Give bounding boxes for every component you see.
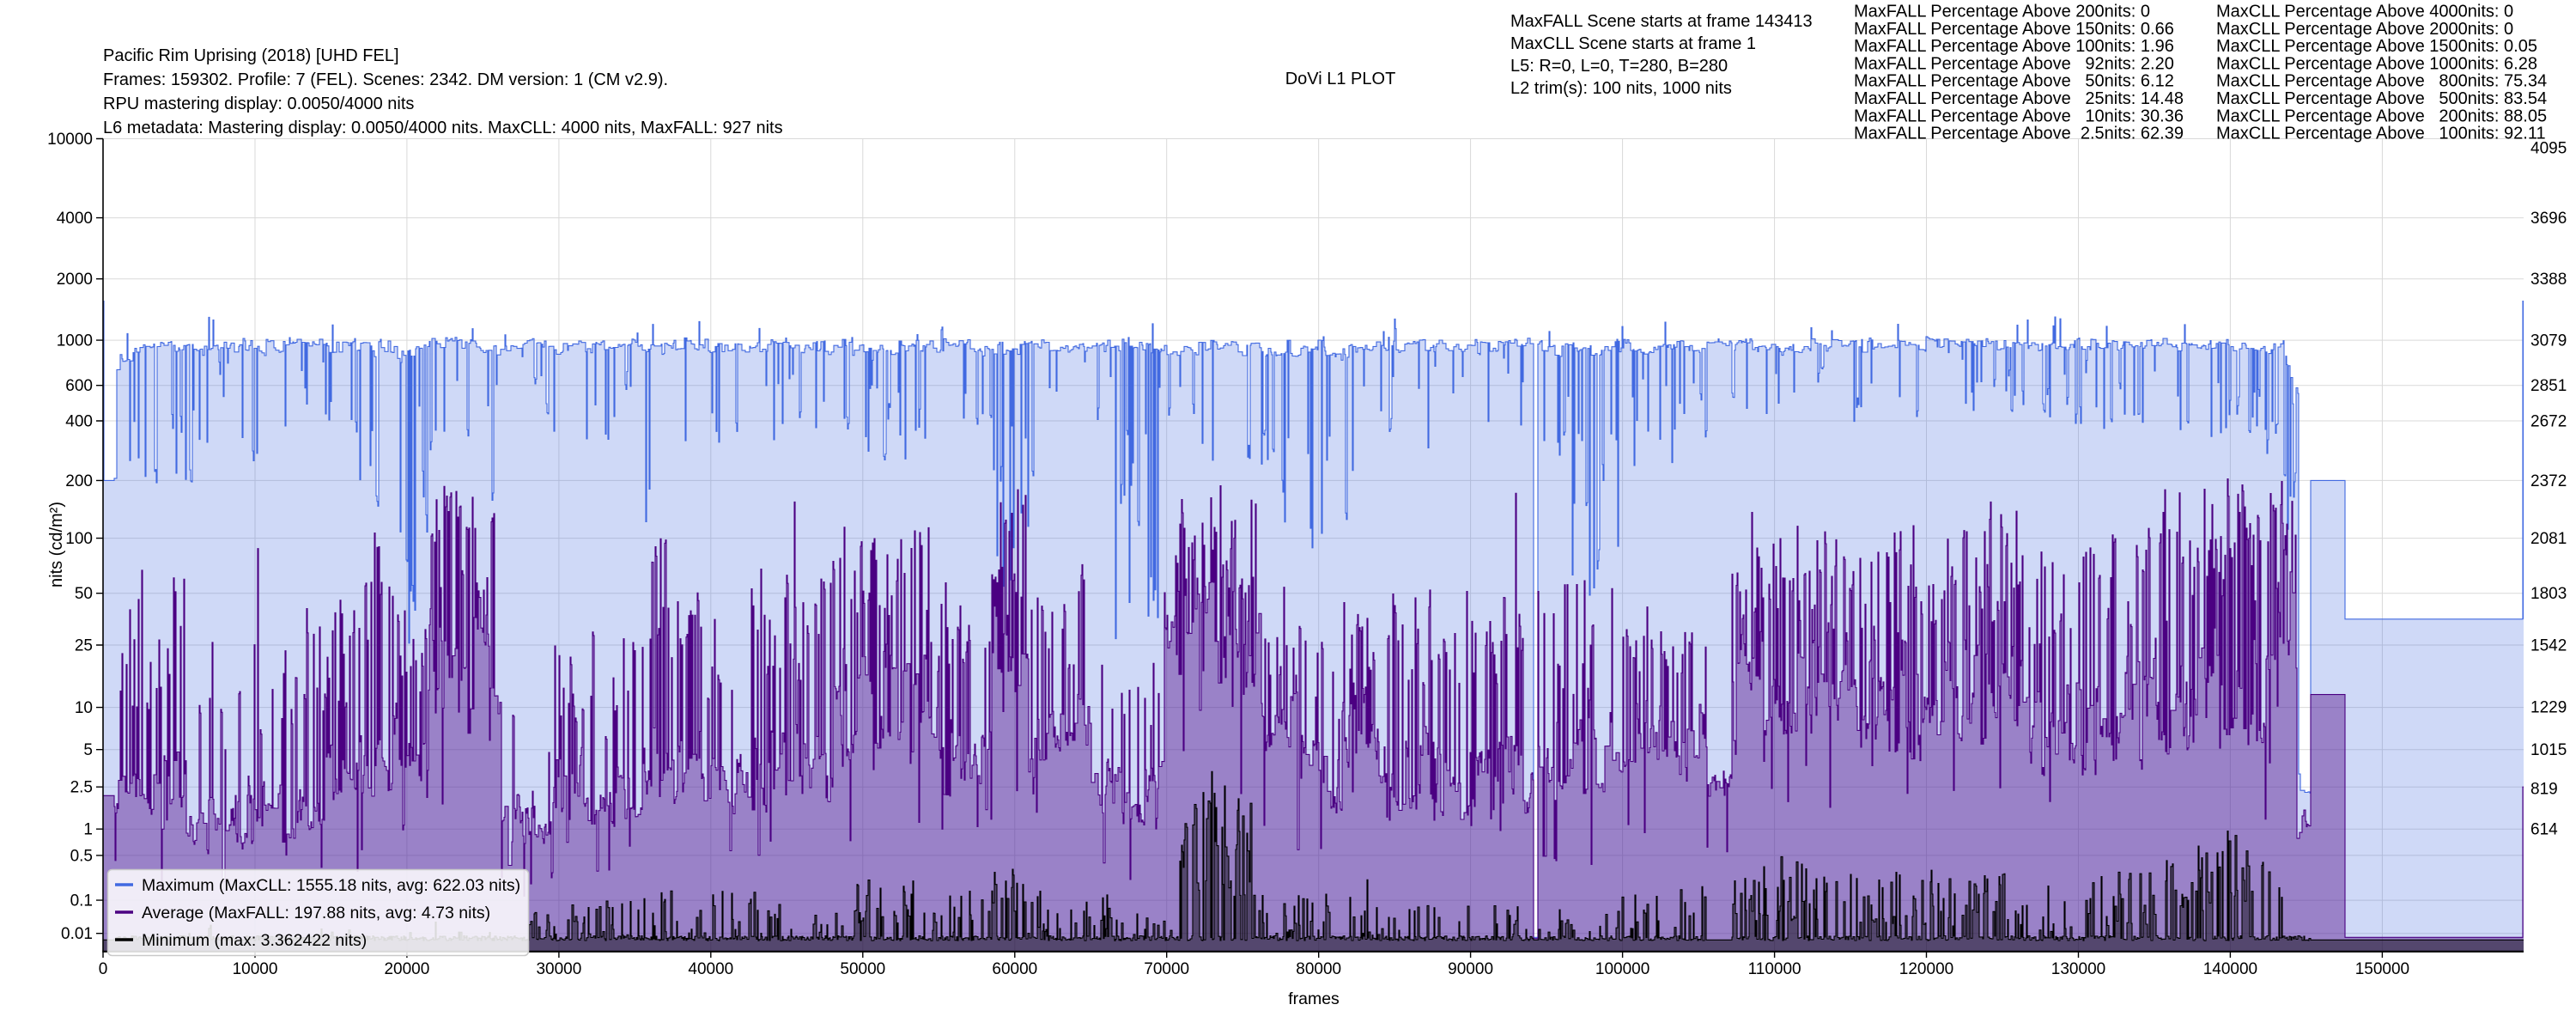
svg-text:Average (MaxFALL: 197.88 nits,: Average (MaxFALL: 197.88 nits, avg: 4.73… <box>142 904 490 922</box>
svg-text:2081: 2081 <box>2530 530 2567 548</box>
svg-text:MaxCLL Percentage Above 1500ni: MaxCLL Percentage Above 1500nits: 0.05 <box>2216 37 2537 56</box>
svg-text:140000: 140000 <box>2203 960 2257 978</box>
svg-text:1803: 1803 <box>2530 585 2567 603</box>
svg-text:10000: 10000 <box>233 960 278 978</box>
svg-text:10: 10 <box>75 699 93 717</box>
svg-text:4000: 4000 <box>57 210 93 228</box>
svg-text:MaxFALL Percentage Above 10n: MaxFALL Percentage Above 10nits: 30.36 <box>1854 107 2184 125</box>
svg-text:0.01: 0.01 <box>61 925 93 943</box>
svg-text:MaxFALL Percentage Above 50n: MaxFALL Percentage Above 50nits: 6.12 <box>1854 72 2174 91</box>
svg-text:0.1: 0.1 <box>70 892 93 910</box>
svg-text:200: 200 <box>65 472 93 490</box>
svg-text:614: 614 <box>2530 821 2558 839</box>
svg-text:30000: 30000 <box>536 960 581 978</box>
svg-text:90000: 90000 <box>1448 960 1493 978</box>
svg-text:Pacific Rim Uprising (2018) [U: Pacific Rim Uprising (2018) [UHD FEL] <box>103 46 399 65</box>
svg-text:100: 100 <box>65 530 93 548</box>
svg-text:819: 819 <box>2530 780 2558 798</box>
svg-text:50: 50 <box>75 585 93 603</box>
svg-text:1000: 1000 <box>57 332 93 350</box>
svg-text:3696: 3696 <box>2530 210 2567 228</box>
svg-text:MaxFALL Percentage Above 92n: MaxFALL Percentage Above 92nits: 2.20 <box>1854 54 2174 73</box>
svg-text:nits (cd/m²): nits (cd/m²) <box>47 502 66 588</box>
svg-text:3079: 3079 <box>2530 332 2567 350</box>
svg-text:MaxCLL Percentage Above 200n: MaxCLL Percentage Above 200nits: 88.05 <box>2216 107 2547 125</box>
svg-text:2.5: 2.5 <box>70 779 93 797</box>
svg-text:120000: 120000 <box>1899 960 1953 978</box>
svg-text:MaxCLL Percentage Above 100n: MaxCLL Percentage Above 100nits: 92.11 <box>2216 125 2546 143</box>
svg-text:MaxFALL Percentage Above 200ni: MaxFALL Percentage Above 200nits: 0 <box>1854 3 2150 21</box>
svg-text:150000: 150000 <box>2355 960 2409 978</box>
svg-text:Maximum (MaxCLL: 1555.18 nits,: Maximum (MaxCLL: 1555.18 nits, avg: 622.… <box>142 876 520 895</box>
svg-text:50000: 50000 <box>840 960 885 978</box>
svg-text:60000: 60000 <box>992 960 1037 978</box>
svg-text:MaxCLL Percentage Above 2000ni: MaxCLL Percentage Above 2000nits: 0 <box>2216 20 2513 39</box>
svg-text:MaxFALL Percentage Above 25n: MaxFALL Percentage Above 25nits: 14.48 <box>1854 89 2184 108</box>
svg-text:MaxCLL Scene starts at frame 1: MaxCLL Scene starts at frame 1 <box>1510 34 1756 53</box>
svg-text:2000: 2000 <box>57 271 93 289</box>
svg-text:L6 metadata: Mastering display: L6 metadata: Mastering display: 0.0050/4… <box>103 119 783 137</box>
svg-text:400: 400 <box>65 413 93 431</box>
svg-text:MaxCLL Percentage Above 800n: MaxCLL Percentage Above 800nits: 75.34 <box>2216 72 2547 91</box>
svg-text:100000: 100000 <box>1595 960 1649 978</box>
svg-text:5: 5 <box>83 741 93 759</box>
svg-text:0: 0 <box>99 960 108 978</box>
svg-text:130000: 130000 <box>2051 960 2105 978</box>
svg-text:1229: 1229 <box>2530 699 2567 717</box>
svg-text:MaxCLL Percentage Above 1000ni: MaxCLL Percentage Above 1000nits: 6.28 <box>2216 54 2537 73</box>
svg-text:Minimum (max: 3.362422 nits): Minimum (max: 3.362422 nits) <box>142 931 367 950</box>
svg-text:25: 25 <box>75 637 93 655</box>
svg-text:MaxCLL Percentage Above 500n: MaxCLL Percentage Above 500nits: 83.54 <box>2216 89 2547 108</box>
svg-text:MaxFALL Percentage Above 150ni: MaxFALL Percentage Above 150nits: 0.66 <box>1854 20 2174 39</box>
svg-text:20000: 20000 <box>384 960 429 978</box>
svg-text:3388: 3388 <box>2530 271 2567 289</box>
svg-text:0.5: 0.5 <box>70 847 93 865</box>
svg-text:1542: 1542 <box>2530 637 2567 655</box>
svg-text:MaxFALL Percentage Above 2.5n: MaxFALL Percentage Above 2.5nits: 62.39 <box>1854 125 2184 143</box>
svg-text:RPU mastering display: 0.0050/: RPU mastering display: 0.0050/4000 nits <box>103 94 414 113</box>
svg-text:80000: 80000 <box>1296 960 1341 978</box>
svg-text:600: 600 <box>65 377 93 395</box>
svg-text:10000: 10000 <box>47 131 93 149</box>
svg-text:110000: 110000 <box>1748 960 1801 978</box>
svg-text:2372: 2372 <box>2530 472 2567 490</box>
svg-text:1015: 1015 <box>2530 741 2567 759</box>
svg-text:40000: 40000 <box>688 960 733 978</box>
svg-text:L5: R=0, L=0, T=280, B=280: L5: R=0, L=0, T=280, B=280 <box>1510 57 1728 76</box>
svg-text:DoVi L1 PLOT: DoVi L1 PLOT <box>1285 70 1396 88</box>
svg-text:frames: frames <box>1288 989 1340 1008</box>
svg-text:MaxFALL Percentage Above 100ni: MaxFALL Percentage Above 100nits: 1.96 <box>1854 37 2174 56</box>
svg-text:1: 1 <box>83 821 93 839</box>
svg-text:MaxCLL Percentage Above 4000ni: MaxCLL Percentage Above 4000nits: 0 <box>2216 3 2513 21</box>
svg-text:4095: 4095 <box>2530 140 2567 158</box>
svg-text:L2 trim(s): 100 nits, 1000 nit: L2 trim(s): 100 nits, 1000 nits <box>1510 79 1732 98</box>
svg-text:MaxFALL Scene starts at frame: MaxFALL Scene starts at frame 143413 <box>1510 12 1813 31</box>
svg-text:2851: 2851 <box>2530 377 2567 395</box>
svg-text:Frames: 159302. Profile: 7 (FE: Frames: 159302. Profile: 7 (FEL). Scenes… <box>103 70 668 89</box>
svg-text:70000: 70000 <box>1144 960 1189 978</box>
svg-text:2672: 2672 <box>2530 413 2567 431</box>
